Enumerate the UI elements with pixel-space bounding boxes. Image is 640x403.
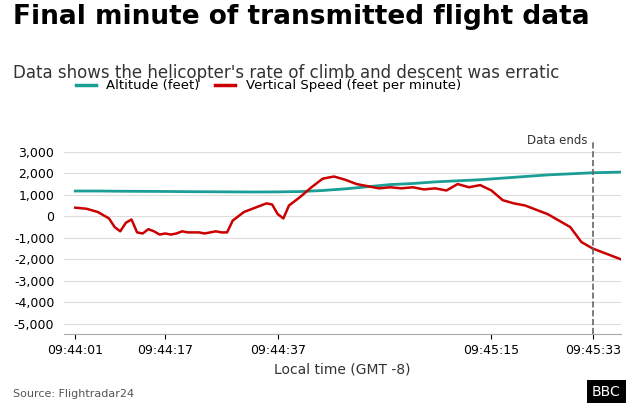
Text: Data ends: Data ends — [527, 135, 587, 147]
Text: Data shows the helicopter's rate of climb and descent was erratic: Data shows the helicopter's rate of clim… — [13, 64, 559, 83]
Text: Source: Flightradar24: Source: Flightradar24 — [13, 389, 134, 399]
Legend: Altitude (feet), Vertical Speed (feet per minute): Altitude (feet), Vertical Speed (feet pe… — [70, 74, 466, 98]
Text: BBC: BBC — [592, 385, 621, 399]
X-axis label: Local time (GMT -8): Local time (GMT -8) — [274, 363, 411, 377]
Text: Final minute of transmitted flight data: Final minute of transmitted flight data — [13, 4, 589, 30]
